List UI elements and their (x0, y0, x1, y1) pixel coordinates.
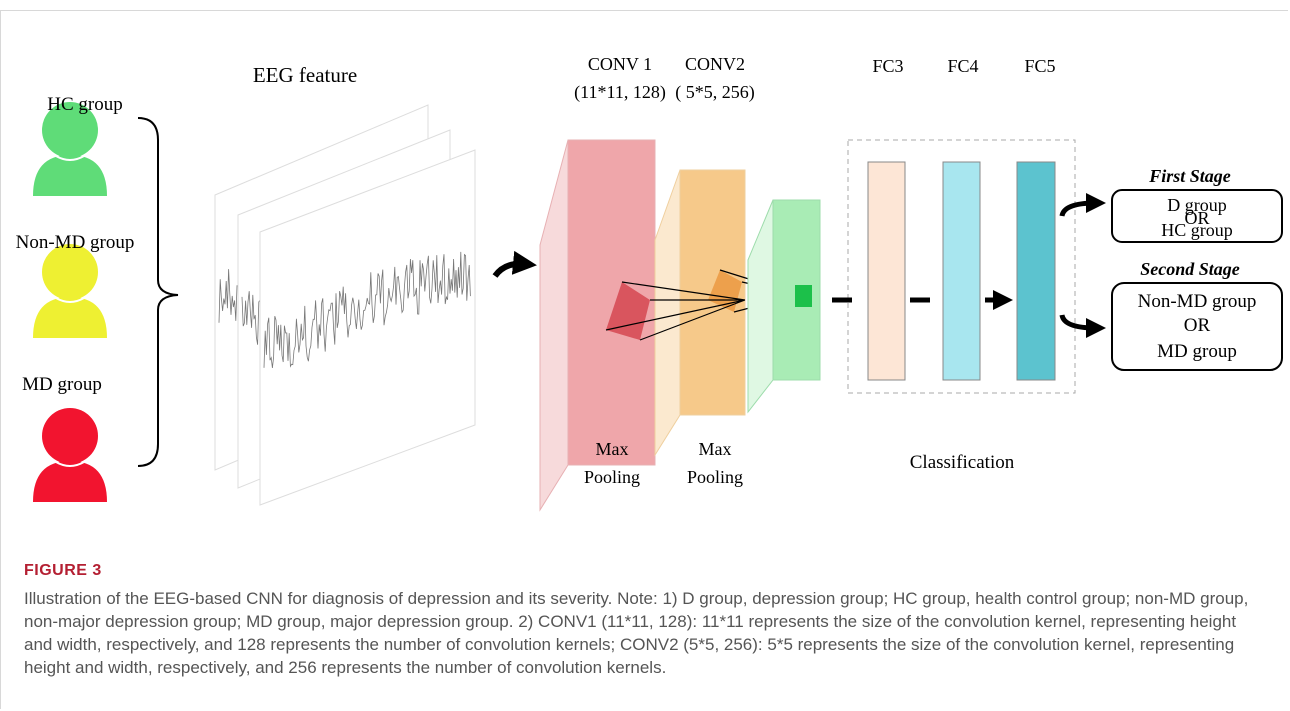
stage-line: Non-MD group (1138, 291, 1257, 312)
group-label: HC group (47, 94, 122, 115)
conv-params: ( 5*5, 256) (675, 82, 755, 103)
conv-name: CONV2 (685, 54, 745, 74)
pooling-label: Max (596, 439, 629, 459)
pooling-label: Max (699, 439, 732, 459)
caption-text: Illustration of the EEG-based CNN for di… (24, 587, 1264, 679)
person-icons (33, 102, 107, 502)
eeg-label: EEG feature (253, 63, 357, 87)
group-label: Non-MD group (16, 232, 135, 253)
conv-blocks (540, 140, 820, 510)
conv-params: (11*11, 128) (574, 82, 666, 103)
stage-line: MD group (1157, 341, 1237, 362)
fc-label: FC5 (1024, 56, 1055, 76)
stage-title: First Stage (1148, 166, 1231, 186)
conv-name: CONV 1 (588, 54, 652, 74)
pooling-label: Pooling (584, 467, 640, 487)
stage-title: Second Stage (1140, 259, 1240, 279)
stage-line: OR (1184, 208, 1209, 228)
pooling-label: Pooling (687, 467, 743, 487)
caption-label: FIGURE 3 (24, 562, 102, 580)
eeg-planes (215, 105, 475, 505)
page: HC group Non-MD group MD group EEG featu… (0, 0, 1290, 711)
arrow (495, 264, 525, 276)
fc-label: FC3 (872, 56, 903, 76)
fc-label: FC4 (947, 56, 978, 76)
stage-line: OR (1184, 315, 1211, 336)
brace (138, 118, 178, 466)
group-label: MD group (22, 374, 102, 395)
classification-label: Classification (910, 452, 1015, 473)
figure: HC group Non-MD group MD group EEG featu… (0, 0, 1290, 540)
